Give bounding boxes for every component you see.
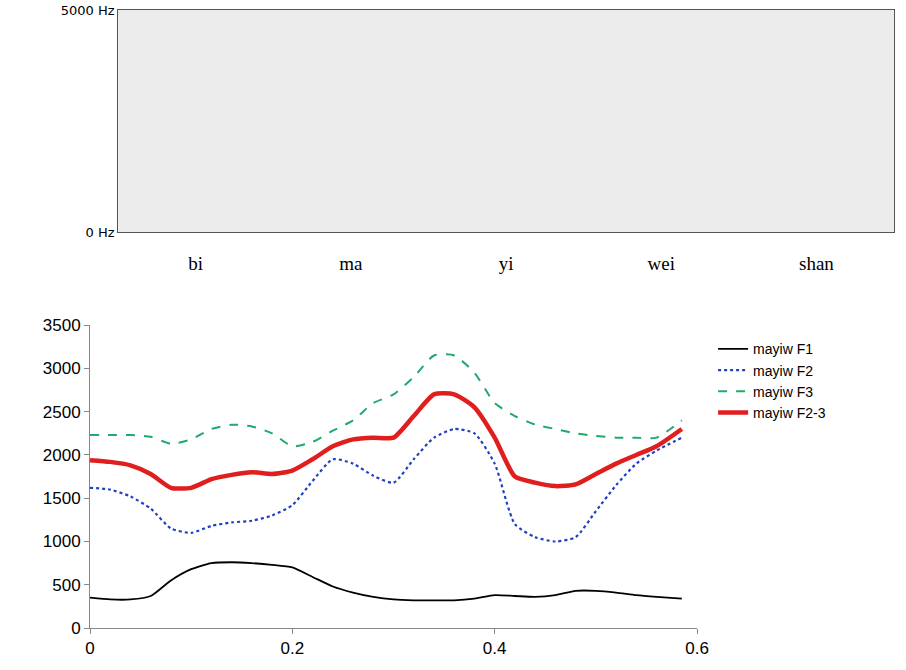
svg-text:bi: bi <box>188 253 203 274</box>
svg-text:0.6: 0.6 <box>685 639 709 658</box>
svg-text:2500: 2500 <box>43 403 81 422</box>
svg-text:0: 0 <box>71 619 80 638</box>
svg-text:mayiw F3: mayiw F3 <box>753 384 813 400</box>
svg-text:0 Hz: 0 Hz <box>86 225 115 240</box>
svg-text:0.2: 0.2 <box>281 639 305 658</box>
svg-text:1500: 1500 <box>43 489 81 508</box>
svg-text:ma: ma <box>339 253 363 274</box>
svg-text:0: 0 <box>85 639 94 658</box>
svg-text:mayiw F2-3: mayiw F2-3 <box>753 405 826 421</box>
svg-text:3500: 3500 <box>43 316 81 335</box>
svg-text:wei: wei <box>648 253 675 274</box>
svg-text:1000: 1000 <box>43 532 81 551</box>
svg-text:mayiw F1: mayiw F1 <box>753 341 813 357</box>
svg-text:mayiw F2: mayiw F2 <box>753 363 813 379</box>
svg-text:0.4: 0.4 <box>483 639 507 658</box>
svg-text:3000: 3000 <box>43 359 81 378</box>
svg-text:shan: shan <box>799 253 834 274</box>
svg-text:2000: 2000 <box>43 446 81 465</box>
svg-text:500: 500 <box>52 576 80 595</box>
svg-text:5000 Hz: 5000 Hz <box>61 3 115 18</box>
svg-text:yi: yi <box>499 253 514 274</box>
